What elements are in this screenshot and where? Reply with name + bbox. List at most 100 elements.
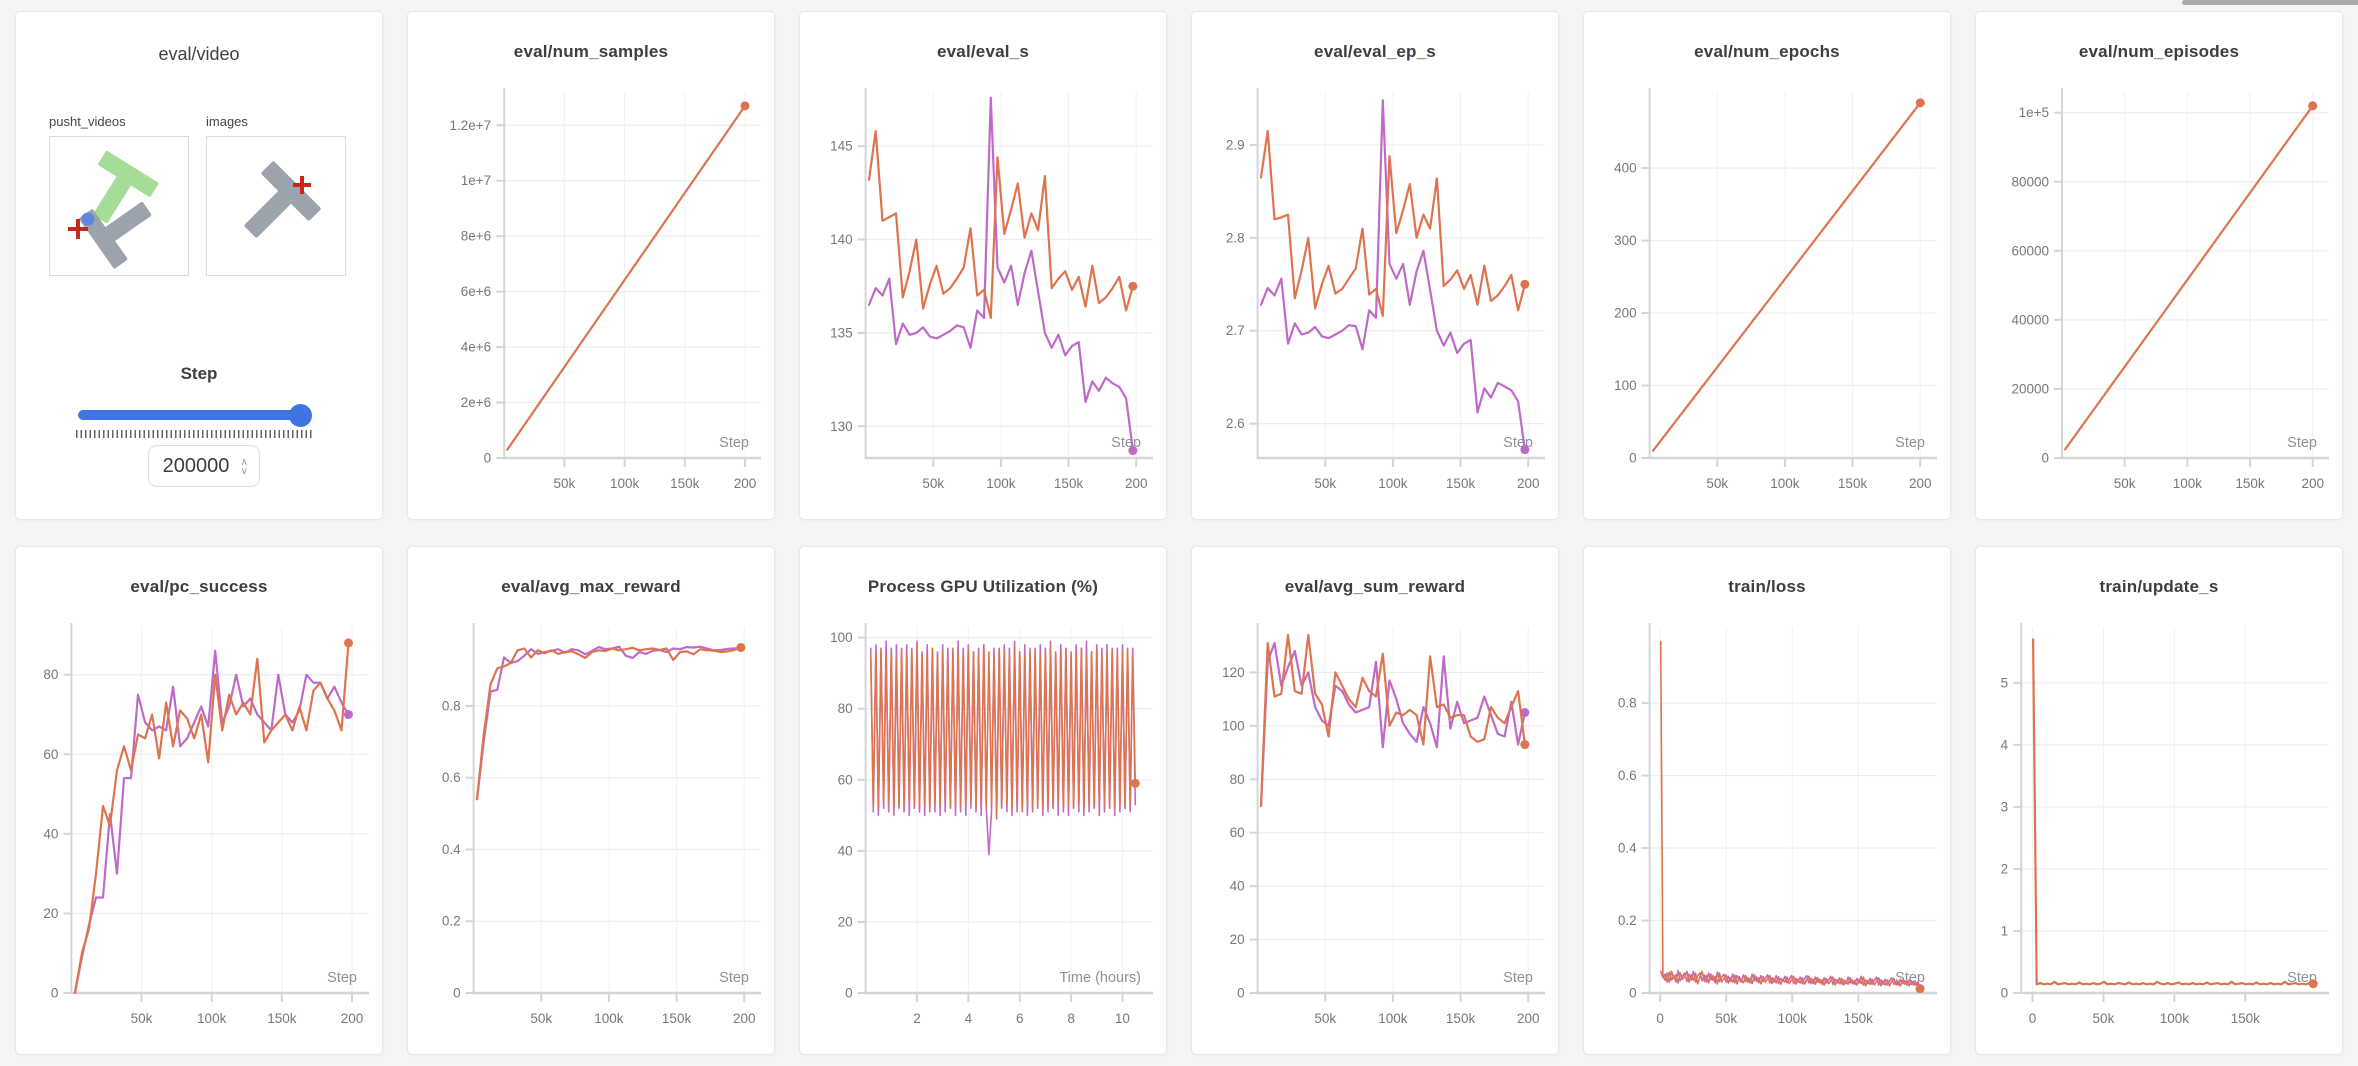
svg-text:50k: 50k — [1314, 1011, 1336, 1026]
svg-text:0.2: 0.2 — [442, 914, 461, 929]
chart-plot-area[interactable]: 0 2e+6 4e+6 6e+6 8e+6 1e+7 1.2e+7 50k 100k 150k 20… — [415, 82, 767, 514]
svg-text:0.6: 0.6 — [442, 770, 461, 785]
svg-text:50k: 50k — [1314, 476, 1336, 491]
panel-eval-avg-sum-reward: eval/avg_sum_reward 0 20 40 60 80 100 120 50k 10… — [1191, 546, 1559, 1055]
panel-eval-eval-s: eval/eval_s 130 135 140 145 50k 100k 150k 200 St… — [799, 11, 1167, 520]
chart-title: eval/eval_s — [936, 42, 1029, 61]
panel-eval-video: eval/video pusht_videos images — [15, 11, 383, 520]
chart-plot-area[interactable]: 0 0.2 0.4 0.6 0.8 50k 100k 150k 200 Step — [415, 617, 767, 1049]
svg-text:100k: 100k — [2160, 1011, 2190, 1026]
svg-text:100k: 100k — [986, 476, 1016, 491]
svg-text:60: 60 — [43, 747, 58, 762]
svg-text:100: 100 — [1222, 718, 1245, 733]
chart-plot-area[interactable]: 0 20 40 60 80 100 120 50k 100k 150k 200 Step — [1199, 617, 1551, 1049]
svg-text:150k: 150k — [662, 1011, 692, 1026]
pusht-scene — [68, 150, 159, 269]
step-value-field[interactable]: ∧ ∨ — [148, 445, 260, 487]
svg-text:5: 5 — [2001, 675, 2009, 690]
svg-text:20000: 20000 — [2011, 381, 2049, 396]
svg-text:Time (hours): Time (hours) — [1059, 970, 1141, 986]
svg-text:140: 140 — [830, 232, 853, 247]
svg-text:150k: 150k — [670, 476, 700, 491]
panel-eval-num-samples: eval/num_samples 0 2e+6 4e+6 6e+6 8e+6 1e+7 1.… — [407, 11, 775, 520]
media-label-images: images — [206, 114, 248, 129]
svg-text:200: 200 — [734, 476, 757, 491]
svg-text:2e+6: 2e+6 — [461, 395, 491, 410]
step-slider[interactable] — [78, 404, 312, 427]
svg-text:50k: 50k — [131, 1011, 153, 1026]
svg-text:130: 130 — [830, 419, 853, 434]
svg-text:150k: 150k — [267, 1011, 297, 1026]
horizontal-scrollbar-thumb[interactable] — [2182, 0, 2358, 5]
svg-text:40: 40 — [838, 843, 853, 858]
svg-text:2: 2 — [2001, 861, 2009, 876]
svg-text:1: 1 — [2001, 923, 2009, 938]
panel-eval-eval-ep-s: eval/eval_ep_s 2.6 2.7 2.8 2.9 50k 100k 150k 20… — [1191, 11, 1559, 520]
svg-text:40000: 40000 — [2011, 312, 2049, 327]
svg-text:40: 40 — [43, 826, 58, 841]
svg-text:150k: 150k — [1446, 1011, 1476, 1026]
svg-text:60: 60 — [838, 772, 853, 787]
agent-dot-icon — [81, 212, 95, 226]
svg-text:80: 80 — [838, 701, 853, 716]
svg-text:100k: 100k — [1378, 476, 1408, 491]
chart-plot-area[interactable]: 0 100 200 300 400 50k 100k 150k 200 Step — [1591, 82, 1943, 514]
slider-tick-marks — [76, 430, 314, 438]
svg-text:50k: 50k — [2114, 476, 2136, 491]
chart-plot-area[interactable]: 2.6 2.7 2.8 2.9 50k 100k 150k 200 Step — [1199, 82, 1551, 514]
svg-text:4e+6: 4e+6 — [461, 340, 491, 355]
svg-text:20: 20 — [43, 906, 58, 921]
svg-text:50k: 50k — [2093, 1011, 2115, 1026]
stepper-up-icon[interactable]: ∧ — [240, 457, 248, 468]
svg-text:60: 60 — [1230, 825, 1245, 840]
svg-text:135: 135 — [830, 325, 853, 340]
media-thumbnail-pusht-videos[interactable] — [49, 136, 189, 276]
svg-text:200: 200 — [1909, 476, 1932, 491]
svg-text:50k: 50k — [530, 1011, 552, 1026]
svg-text:200: 200 — [733, 1011, 756, 1026]
svg-text:100: 100 — [1614, 378, 1637, 393]
stepper-down-icon[interactable]: ∨ — [240, 466, 248, 477]
svg-text:2.6: 2.6 — [1226, 416, 1245, 431]
chart-plot-area[interactable]: 130 135 140 145 50k 100k 150k 200 Step — [807, 82, 1159, 514]
images-scene — [244, 161, 321, 238]
svg-text:150k: 150k — [1838, 476, 1868, 491]
chart-plot-area[interactable]: 0 1 2 3 4 5 0 50k 100k 150k Step — [1983, 617, 2335, 1049]
svg-text:0.8: 0.8 — [442, 698, 461, 713]
target-cross-icon — [68, 219, 88, 239]
media-thumbnail-images[interactable] — [206, 136, 346, 276]
svg-text:4: 4 — [965, 1011, 973, 1026]
svg-text:200: 200 — [1517, 476, 1540, 491]
svg-text:Step: Step — [1503, 970, 1533, 986]
svg-text:200: 200 — [1125, 476, 1148, 491]
chart-plot-area[interactable]: 0 0.2 0.4 0.6 0.8 0 50k 100k 150k Step — [1591, 617, 1943, 1049]
svg-text:100: 100 — [830, 630, 853, 645]
svg-text:400: 400 — [1614, 161, 1637, 176]
svg-text:300: 300 — [1614, 233, 1637, 248]
chart-title: train/update_s — [2099, 577, 2219, 596]
panel-train-update-s: train/update_s 0 1 2 3 4 5 0 50k 100k 150k Step — [1975, 546, 2343, 1055]
svg-text:20: 20 — [838, 914, 853, 929]
svg-text:0.4: 0.4 — [1618, 841, 1637, 856]
svg-text:Step: Step — [327, 970, 357, 986]
svg-text:100k: 100k — [610, 476, 640, 491]
step-value-input[interactable] — [149, 446, 259, 486]
chart-plot-area[interactable]: 0 20000 40000 60000 80000 1e+5 50k 100k 150k 200 S… — [1983, 82, 2335, 514]
slider-track[interactable] — [78, 410, 310, 420]
chart-title: eval/avg_sum_reward — [1284, 577, 1466, 596]
slider-thumb[interactable] — [289, 404, 312, 427]
chart-plot-area[interactable]: 0 20 40 60 80 100 2 4 6 8 10 Time (hours) — [807, 617, 1159, 1049]
chart-title: eval/pc_success — [130, 577, 268, 596]
step-slider-label: Step — [180, 364, 218, 383]
svg-text:Step: Step — [719, 435, 749, 451]
svg-text:145: 145 — [830, 139, 853, 154]
svg-text:80000: 80000 — [2011, 174, 2049, 189]
number-stepper[interactable]: ∧ ∨ — [241, 450, 248, 484]
chart-plot-area[interactable]: 0 20 40 60 80 50k 100k 150k 200 Step — [23, 617, 375, 1049]
chart-title: eval/avg_max_reward — [501, 577, 681, 596]
svg-text:0.4: 0.4 — [442, 842, 461, 857]
svg-text:2: 2 — [913, 1011, 921, 1026]
svg-text:150k: 150k — [2231, 1011, 2261, 1026]
svg-text:100k: 100k — [2173, 476, 2203, 491]
